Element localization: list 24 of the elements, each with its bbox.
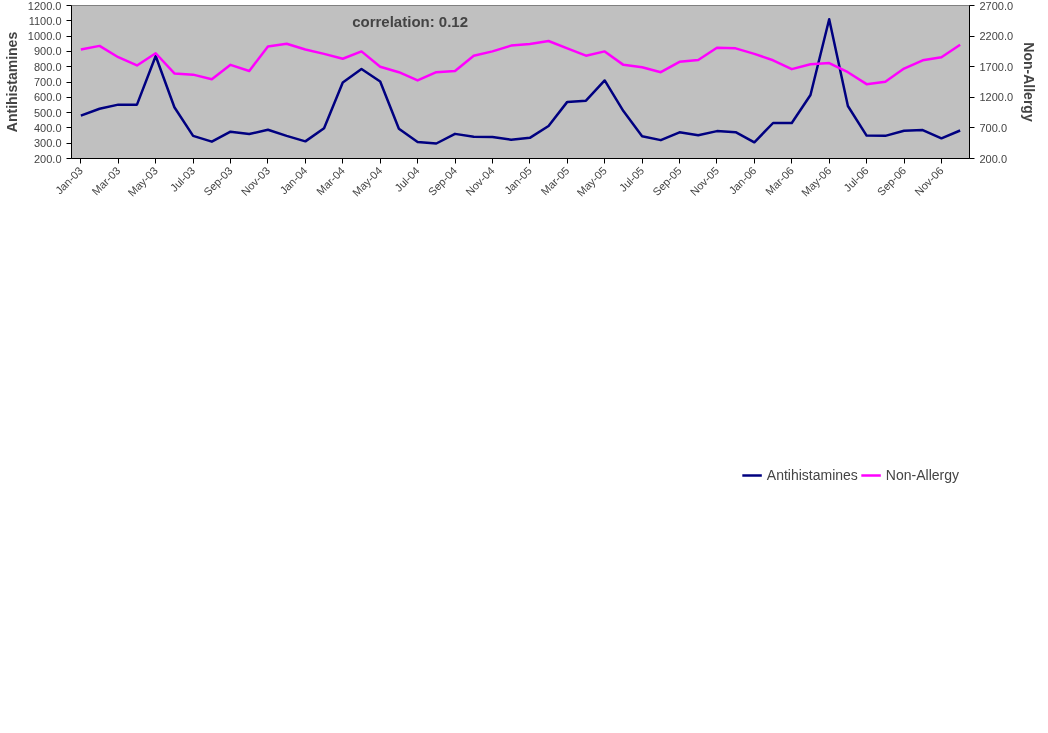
y-tick-label: 700.0: [33, 76, 62, 88]
y2-tick-label: 1200.0: [979, 91, 1014, 104]
y2-tick-label: 2700.0: [979, 0, 1014, 12]
y2-tick-label: 200.0: [979, 152, 1008, 165]
y-tick-label: 300.0: [33, 137, 62, 150]
y-axis-title: Antihistamines: [3, 31, 20, 133]
line-series: [79, 18, 962, 145]
line-series: [79, 39, 962, 86]
y-tick-label: 600.0: [33, 91, 62, 104]
y-tick-label: 900.0: [33, 45, 62, 58]
y-tick-label: 800.0: [33, 60, 62, 73]
y-tick-label: 400.0: [33, 121, 62, 134]
y-tick-label: 500.0: [33, 106, 62, 119]
legend-label: Antihistamines: [766, 467, 858, 483]
y-tick-label: 1200.0: [27, 0, 62, 12]
y-tick-label: 1100.0: [28, 14, 62, 27]
y-tick-label: 200.0: [33, 152, 62, 165]
legend-label: Non-Allergy: [885, 467, 959, 483]
annotation: correlation: 0.12: [352, 13, 469, 31]
y2-tick-label: 2200.0: [979, 30, 1014, 43]
y2-tick-label: 1700.0: [979, 60, 1014, 73]
y-tick-label: 1000.0: [27, 30, 62, 43]
y2-tick-label: 700.0: [979, 121, 1008, 134]
y2-axis-title: Non-Allergy: [1021, 42, 1038, 122]
